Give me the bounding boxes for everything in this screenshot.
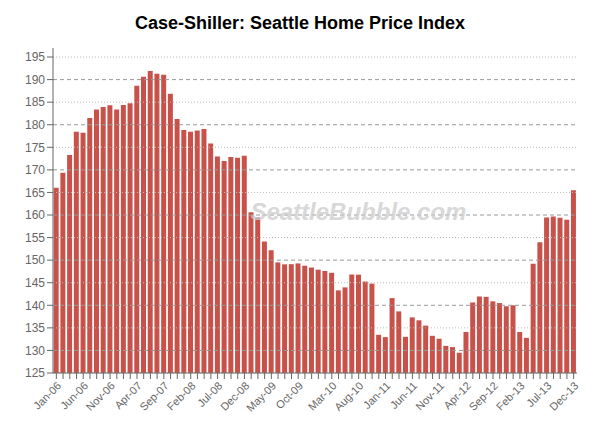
html-text:Case-Shiller: Seattle Home Pri: Case-Shiller: Seattle Home Price Index bbox=[134, 13, 466, 33]
svg-text:125: 125 bbox=[25, 366, 45, 380]
svg-text:190: 190 bbox=[25, 73, 45, 87]
svg-text:Jul-13: Jul-13 bbox=[524, 379, 554, 410]
svg-text:Feb-08: Feb-08 bbox=[165, 379, 198, 412]
html-text:SeattleBubble.com: SeattleBubble.com bbox=[250, 198, 467, 225]
svg-text:130: 130 bbox=[25, 344, 45, 358]
svg-text:155: 155 bbox=[25, 231, 45, 245]
svg-text:Feb-13: Feb-13 bbox=[494, 379, 527, 412]
svg-text:195: 195 bbox=[25, 50, 45, 64]
svg-text:Nov-11: Nov-11 bbox=[413, 379, 446, 412]
svg-text:180: 180 bbox=[25, 118, 45, 132]
svg-text:Oct-09: Oct-09 bbox=[273, 379, 305, 411]
svg-text:150: 150 bbox=[25, 253, 45, 267]
svg-text:Jun-11: Jun-11 bbox=[387, 379, 420, 412]
svg-text:Jan-11: Jan-11 bbox=[361, 379, 393, 411]
svg-text:Jul-08: Jul-08 bbox=[194, 379, 225, 410]
svg-text:Apr-12: Apr-12 bbox=[441, 379, 474, 412]
svg-text:Dec-13: Dec-13 bbox=[547, 379, 581, 413]
svg-text:140: 140 bbox=[25, 299, 45, 313]
svg-text:160: 160 bbox=[25, 208, 45, 222]
svg-text:145: 145 bbox=[25, 276, 45, 290]
svg-text:May-09: May-09 bbox=[244, 379, 278, 413]
svg-text:Apr-07: Apr-07 bbox=[112, 379, 144, 412]
svg-text:Jan-06: Jan-06 bbox=[31, 379, 63, 411]
svg-text:Aug-10: Aug-10 bbox=[332, 379, 366, 413]
svg-text:165: 165 bbox=[25, 186, 45, 200]
svg-text:Sep-12: Sep-12 bbox=[466, 379, 500, 413]
svg-text:185: 185 bbox=[25, 95, 45, 109]
svg-text:Mar-10: Mar-10 bbox=[305, 379, 339, 413]
svg-text:Sep-07: Sep-07 bbox=[137, 379, 171, 413]
svg-text:Jun-06: Jun-06 bbox=[57, 379, 91, 412]
svg-text:170: 170 bbox=[25, 163, 45, 177]
svg-text:135: 135 bbox=[25, 321, 45, 335]
svg-text:175: 175 bbox=[25, 141, 45, 155]
svg-text:Dec-08: Dec-08 bbox=[217, 379, 252, 413]
svg-text:Nov-06: Nov-06 bbox=[83, 379, 117, 413]
